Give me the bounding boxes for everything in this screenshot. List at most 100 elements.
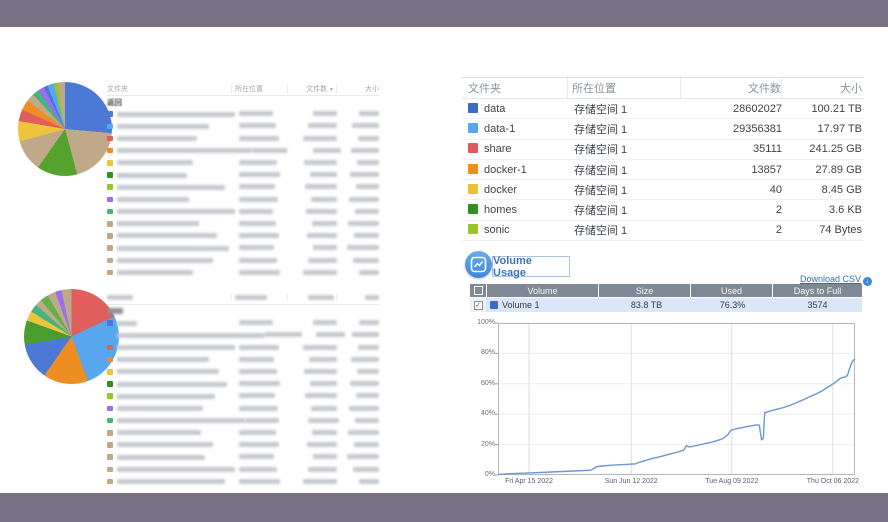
blurred-folder-row[interactable] [107,329,379,341]
volume-size: 83.8 TB [601,298,692,312]
blurred-folder-row[interactable] [107,230,379,242]
column-header-folder[interactable]: 文件夹 [468,83,501,95]
folder-color-swatch [468,163,478,174]
column-header-location-redacted[interactable] [231,294,287,301]
column-header-size[interactable]: 大小 [781,78,864,98]
column-header-filecount[interactable]: 文件数 [680,78,781,98]
blurred-folder-row[interactable] [107,463,379,475]
redacted-count [307,417,339,423]
blurred-folder-row[interactable] [107,427,379,439]
row-checkbox-checked[interactable]: ✓ [473,300,483,310]
column-header-size[interactable]: 大小 [336,83,379,94]
y-axis-tick-label: 60% [480,379,495,387]
folder-row[interactable]: homes 存储空间 1 2 3.6 KB [462,200,864,221]
column-header-size-redacted[interactable] [336,294,379,301]
blurred-folder-row[interactable] [107,475,379,487]
blurred-folder-row[interactable] [107,451,379,463]
download-icon[interactable]: ↓ [863,277,872,286]
column-header-days-to-full[interactable]: Days to Full [773,284,862,297]
folder-color-swatch [468,102,478,113]
redacted-folder-name [116,196,189,202]
redacted-size [349,196,379,202]
redacted-location [239,172,280,178]
blurred-folder-row[interactable] [107,157,379,169]
back-link[interactable]: 返回 [107,97,122,107]
x-axis-tick-label: Thu Oct 06 2022 [806,478,859,485]
back-link-redacted[interactable] [107,305,379,317]
redacted-folder-name [116,381,227,387]
volume-usage-title-box: Volume Usage [492,255,570,279]
column-header-used[interactable]: Used [691,284,773,297]
folder-row[interactable]: share 存储空间 1 35111 241.25 GB [462,140,864,160]
blurred-folder-row[interactable] [107,132,379,144]
folder-row[interactable]: docker 存储空间 1 40 8.45 GB [462,180,864,201]
blurred-folder-row[interactable] [107,366,379,378]
blurred-folder-row[interactable] [107,317,379,329]
blurred-folder-row[interactable] [107,378,379,390]
folder-row[interactable]: data 存储空间 1 28602027 100.21 TB [462,99,864,120]
folder-row[interactable]: data-1 存储空间 1 29356381 17.97 TB [462,119,864,140]
redacted-location [239,320,273,326]
folder-size: 8.45 GB [821,183,862,196]
x-axis-tick-label: Fri Apr 15 2022 [505,478,553,485]
column-header-location[interactable]: 所在位置 [231,83,287,94]
sort-descending-icon: ▼ [329,86,334,93]
blurred-folder-row[interactable] [107,402,379,414]
redacted-location [239,233,279,239]
folder-file-count: 2 [775,224,782,237]
volume-row[interactable]: ✓ Volume 1 83.8 TB 76.3% 3574 [470,298,862,312]
blurred-folder-row[interactable] [107,415,379,427]
download-csv-link[interactable]: Download CSV [799,274,861,284]
blurred-folder-row[interactable] [107,181,379,193]
redacted-count [305,393,337,399]
folder-row[interactable]: sonic 存储空间 1 2 74 Bytes [462,221,864,242]
redacted-folder-name [116,135,197,141]
folder-row[interactable]: docker-1 存储空间 1 13857 27.89 GB [462,160,864,181]
redacted-size [359,478,379,484]
redacted-count [303,135,337,141]
blurred-folder-row[interactable] [107,145,379,157]
volume-table-header: Volume Size Used Days to Full [470,284,862,297]
blurred-folder-row[interactable] [107,254,379,266]
redacted-folder-name [116,369,219,375]
blurred-folder-row[interactable] [107,218,379,230]
column-header-location[interactable]: 所在位置 [567,78,680,98]
blurred-folder-row[interactable] [107,108,379,120]
folder-name: share [484,143,512,156]
download-csv: Download CSV ↓ [700,274,872,286]
column-header-folder[interactable]: 文件夹 [107,85,128,93]
folder-color-swatch [107,221,113,227]
redacted-size [347,454,379,460]
blurred-folder-row[interactable] [107,242,379,254]
redacted-folder-name [116,393,215,399]
blurred-folder-row[interactable] [107,169,379,181]
redacted-size [357,160,379,165]
table-header: 文件夹 所在位置 文件数 大小 [462,78,864,99]
column-header-filecount-sorted[interactable]: 文件数 ▼ [287,83,336,94]
column-header-size[interactable]: Size [599,284,691,297]
blurred-folder-row[interactable] [107,206,379,218]
redacted-count [313,111,337,117]
column-header-folder-redacted[interactable] [107,294,231,301]
redacted-folder-name [116,245,229,251]
blurred-folder-row[interactable] [107,341,379,353]
blurred-folder-row[interactable] [107,439,379,451]
blurred-folder-row[interactable] [107,266,379,278]
blurred-folder-row[interactable] [107,390,379,402]
column-header-filecount-redacted[interactable] [287,294,336,301]
folder-color-swatch [468,204,478,215]
select-all-checkbox[interactable] [470,284,487,297]
redacted-location [244,417,279,423]
redacted-folder-name [116,344,235,350]
folder-color-swatch [107,147,113,154]
redacted-count [312,429,337,435]
redacted-size [348,220,379,226]
blurred-folder-row[interactable] [107,120,379,132]
folder-name: homes [484,204,518,217]
folder-size: 3.6 KB [828,204,862,217]
redacted-folder-name [116,442,213,448]
volume-usage-chart-icon [465,251,492,278]
blurred-folder-row[interactable] [107,193,379,205]
column-header-volume[interactable]: Volume [487,284,599,297]
blurred-folder-row[interactable] [107,354,379,366]
